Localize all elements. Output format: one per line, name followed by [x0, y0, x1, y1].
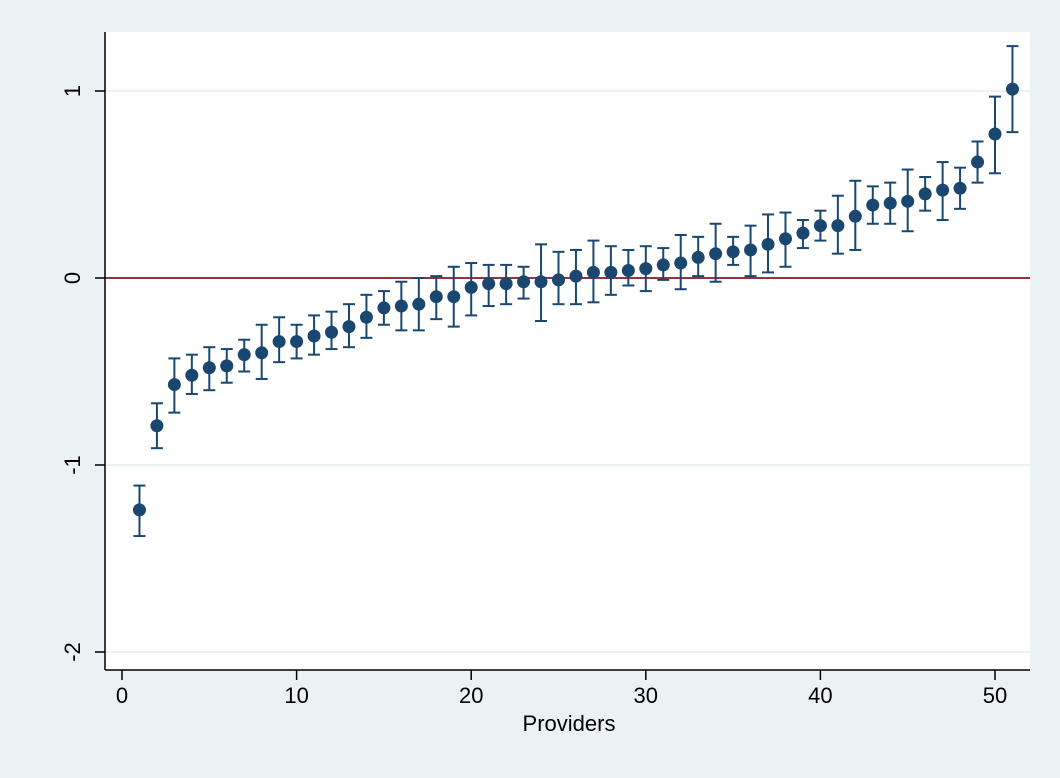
data-point [726, 245, 740, 259]
data-point [447, 290, 461, 304]
data-point [412, 297, 426, 311]
y-tick-label: 1 [60, 85, 85, 97]
x-tick-label: 30 [634, 683, 658, 708]
data-point [185, 368, 199, 382]
data-point [325, 325, 339, 339]
gridlines [105, 90, 1030, 653]
data-point [656, 258, 670, 272]
data-point [394, 299, 408, 313]
data-point [848, 209, 862, 223]
data-point [866, 198, 880, 212]
data-point [132, 503, 146, 517]
data-point [831, 219, 845, 233]
y-tick-label: 0 [60, 272, 85, 284]
x-tick-label: 50 [983, 683, 1007, 708]
data-points [132, 82, 1019, 517]
data-point [342, 320, 356, 334]
data-point [953, 181, 967, 195]
x-tick-label: 10 [284, 683, 308, 708]
x-axis-title: Providers [523, 711, 616, 736]
data-point [988, 127, 1002, 141]
x-tick-label: 0 [116, 683, 128, 708]
data-point [691, 250, 705, 264]
data-point [202, 361, 216, 375]
data-point [255, 346, 269, 360]
data-point [377, 301, 391, 315]
data-point [971, 155, 985, 169]
data-point [761, 237, 775, 251]
data-point [307, 329, 321, 343]
axes [104, 32, 1030, 671]
data-point [167, 378, 181, 392]
data-point [150, 419, 164, 433]
data-point [936, 183, 950, 197]
data-point [918, 187, 932, 201]
y-tick-label: -2 [60, 642, 85, 662]
y-ticks: -2 -1 0 1 [60, 85, 105, 662]
data-point [534, 275, 548, 289]
data-point [1005, 82, 1019, 96]
data-point [586, 265, 600, 279]
data-point [604, 265, 618, 279]
data-point [237, 348, 251, 362]
y-tick-label: -1 [60, 455, 85, 475]
data-point [272, 335, 286, 349]
data-point [709, 247, 723, 261]
data-point [220, 359, 234, 373]
data-point [674, 256, 688, 270]
x-tick-label: 20 [459, 683, 483, 708]
data-point [290, 335, 304, 349]
data-point [796, 226, 810, 240]
data-point [778, 232, 792, 246]
data-point [621, 264, 635, 278]
data-point [359, 310, 373, 324]
x-ticks: 0 10 20 30 40 50 [116, 670, 1007, 708]
data-point [429, 290, 443, 304]
x-tick-label: 40 [808, 683, 832, 708]
data-point [813, 219, 827, 233]
data-point [464, 280, 478, 294]
data-point [552, 273, 565, 287]
data-point [883, 196, 897, 210]
data-point [569, 269, 583, 283]
data-point [901, 194, 915, 208]
data-point [499, 277, 513, 291]
data-point [744, 243, 758, 257]
data-point [639, 262, 653, 276]
data-point [482, 277, 496, 291]
data-point [517, 275, 531, 289]
